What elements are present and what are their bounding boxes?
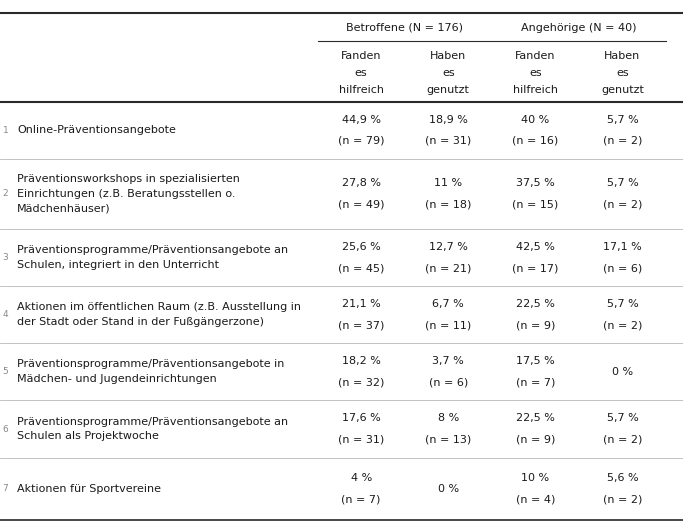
Text: 1: 1 xyxy=(3,125,8,135)
Text: (n = 79): (n = 79) xyxy=(338,136,385,145)
Text: (n = 32): (n = 32) xyxy=(338,378,385,387)
Text: 18,9 %: 18,9 % xyxy=(429,115,468,124)
Text: (n = 9): (n = 9) xyxy=(516,321,555,330)
Text: 27,8 %: 27,8 % xyxy=(342,178,380,188)
Text: 5,7 %: 5,7 % xyxy=(607,299,638,309)
Text: Online-Präventionsangebote: Online-Präventionsangebote xyxy=(17,125,176,135)
Text: (n = 31): (n = 31) xyxy=(338,435,385,444)
Text: (n = 11): (n = 11) xyxy=(425,321,471,330)
Text: 5,6 %: 5,6 % xyxy=(607,473,638,483)
Text: (n = 18): (n = 18) xyxy=(425,199,471,209)
Text: genutzt: genutzt xyxy=(601,85,644,95)
Text: (n = 2): (n = 2) xyxy=(602,435,642,444)
Text: 6: 6 xyxy=(3,424,8,434)
Text: 10 %: 10 % xyxy=(521,473,549,483)
Text: (n = 6): (n = 6) xyxy=(429,378,468,387)
Text: (n = 6): (n = 6) xyxy=(603,263,642,273)
Text: 44,9 %: 44,9 % xyxy=(342,115,380,124)
Text: Präventionsprogramme/Präventionsangebote an: Präventionsprogramme/Präventionsangebote… xyxy=(17,417,288,426)
Text: 17,6 %: 17,6 % xyxy=(342,414,380,423)
Text: (n = 37): (n = 37) xyxy=(338,321,385,330)
Text: der Stadt oder Stand in der Fußgängerzone): der Stadt oder Stand in der Fußgängerzon… xyxy=(17,317,264,327)
Text: 40 %: 40 % xyxy=(521,115,549,124)
Text: 0 %: 0 % xyxy=(612,367,633,377)
Text: (n = 2): (n = 2) xyxy=(602,321,642,330)
Text: 22,5 %: 22,5 % xyxy=(516,414,555,423)
Text: (n = 21): (n = 21) xyxy=(425,263,471,273)
Text: hilfreich: hilfreich xyxy=(513,85,558,95)
Text: Aktionen im öffentlichen Raum (z.B. Ausstellung in: Aktionen im öffentlichen Raum (z.B. Auss… xyxy=(17,303,301,312)
Text: Mädchenhäuser): Mädchenhäuser) xyxy=(17,204,111,214)
Text: 37,5 %: 37,5 % xyxy=(516,178,555,188)
Text: (n = 15): (n = 15) xyxy=(512,199,559,209)
Text: Betroffene (N = 176): Betroffene (N = 176) xyxy=(346,23,463,32)
Text: Haben: Haben xyxy=(604,51,641,60)
Text: Haben: Haben xyxy=(430,51,466,60)
Text: 17,5 %: 17,5 % xyxy=(516,357,555,366)
Text: 11 %: 11 % xyxy=(434,178,462,188)
Text: 22,5 %: 22,5 % xyxy=(516,299,555,309)
Text: (n = 31): (n = 31) xyxy=(425,136,471,145)
Text: 5,7 %: 5,7 % xyxy=(607,115,638,124)
Text: 5,7 %: 5,7 % xyxy=(607,414,638,423)
Text: 17,1 %: 17,1 % xyxy=(603,242,642,252)
Text: Fanden: Fanden xyxy=(515,51,555,60)
Text: Schulen, integriert in den Unterricht: Schulen, integriert in den Unterricht xyxy=(17,260,219,270)
Text: Aktionen für Sportvereine: Aktionen für Sportvereine xyxy=(17,484,161,494)
Text: (n = 4): (n = 4) xyxy=(516,495,555,504)
Text: 6,7 %: 6,7 % xyxy=(432,299,464,309)
Text: (n = 7): (n = 7) xyxy=(516,378,555,387)
Text: 0 %: 0 % xyxy=(438,484,459,494)
Text: es: es xyxy=(529,68,542,78)
Text: (n = 9): (n = 9) xyxy=(516,435,555,444)
Text: (n = 16): (n = 16) xyxy=(512,136,559,145)
Text: (n = 2): (n = 2) xyxy=(602,199,642,209)
Text: (n = 2): (n = 2) xyxy=(602,495,642,504)
Text: 21,1 %: 21,1 % xyxy=(342,299,380,309)
Text: 7: 7 xyxy=(3,484,8,494)
Text: Angehörige (N = 40): Angehörige (N = 40) xyxy=(521,23,637,32)
Text: 12,7 %: 12,7 % xyxy=(429,242,468,252)
Text: es: es xyxy=(616,68,628,78)
Text: (n = 49): (n = 49) xyxy=(338,199,385,209)
Text: 5,7 %: 5,7 % xyxy=(607,178,638,188)
Text: 4: 4 xyxy=(3,310,8,320)
Text: es: es xyxy=(355,68,367,78)
Text: 8 %: 8 % xyxy=(438,414,459,423)
Text: Präventionsprogramme/Präventionsangebote an: Präventionsprogramme/Präventionsangebote… xyxy=(17,245,288,255)
Text: (n = 17): (n = 17) xyxy=(512,263,559,273)
Text: es: es xyxy=(442,68,454,78)
Text: (n = 45): (n = 45) xyxy=(338,263,385,273)
Text: (n = 7): (n = 7) xyxy=(342,495,381,504)
Text: (n = 13): (n = 13) xyxy=(425,435,471,444)
Text: 25,6 %: 25,6 % xyxy=(342,242,380,252)
Text: 42,5 %: 42,5 % xyxy=(516,242,555,252)
Text: hilfreich: hilfreich xyxy=(339,85,384,95)
Text: Präventionsworkshops in spezialisierten: Präventionsworkshops in spezialisierten xyxy=(17,174,240,184)
Text: 4 %: 4 % xyxy=(350,473,372,483)
Text: Mädchen- und Jugendeinrichtungen: Mädchen- und Jugendeinrichtungen xyxy=(17,375,217,384)
Text: (n = 2): (n = 2) xyxy=(602,136,642,145)
Text: 5: 5 xyxy=(3,367,8,377)
Text: 2: 2 xyxy=(3,189,8,198)
Text: genutzt: genutzt xyxy=(427,85,470,95)
Text: 3: 3 xyxy=(3,253,8,262)
Text: Schulen als Projektwoche: Schulen als Projektwoche xyxy=(17,432,159,441)
Text: Präventionsprogramme/Präventionsangebote in: Präventionsprogramme/Präventionsangebote… xyxy=(17,360,284,369)
Text: Fanden: Fanden xyxy=(341,51,381,60)
Text: Einrichtungen (z.B. Beratungsstellen o.: Einrichtungen (z.B. Beratungsstellen o. xyxy=(17,189,236,199)
Text: 18,2 %: 18,2 % xyxy=(342,357,380,366)
Text: 3,7 %: 3,7 % xyxy=(432,357,464,366)
